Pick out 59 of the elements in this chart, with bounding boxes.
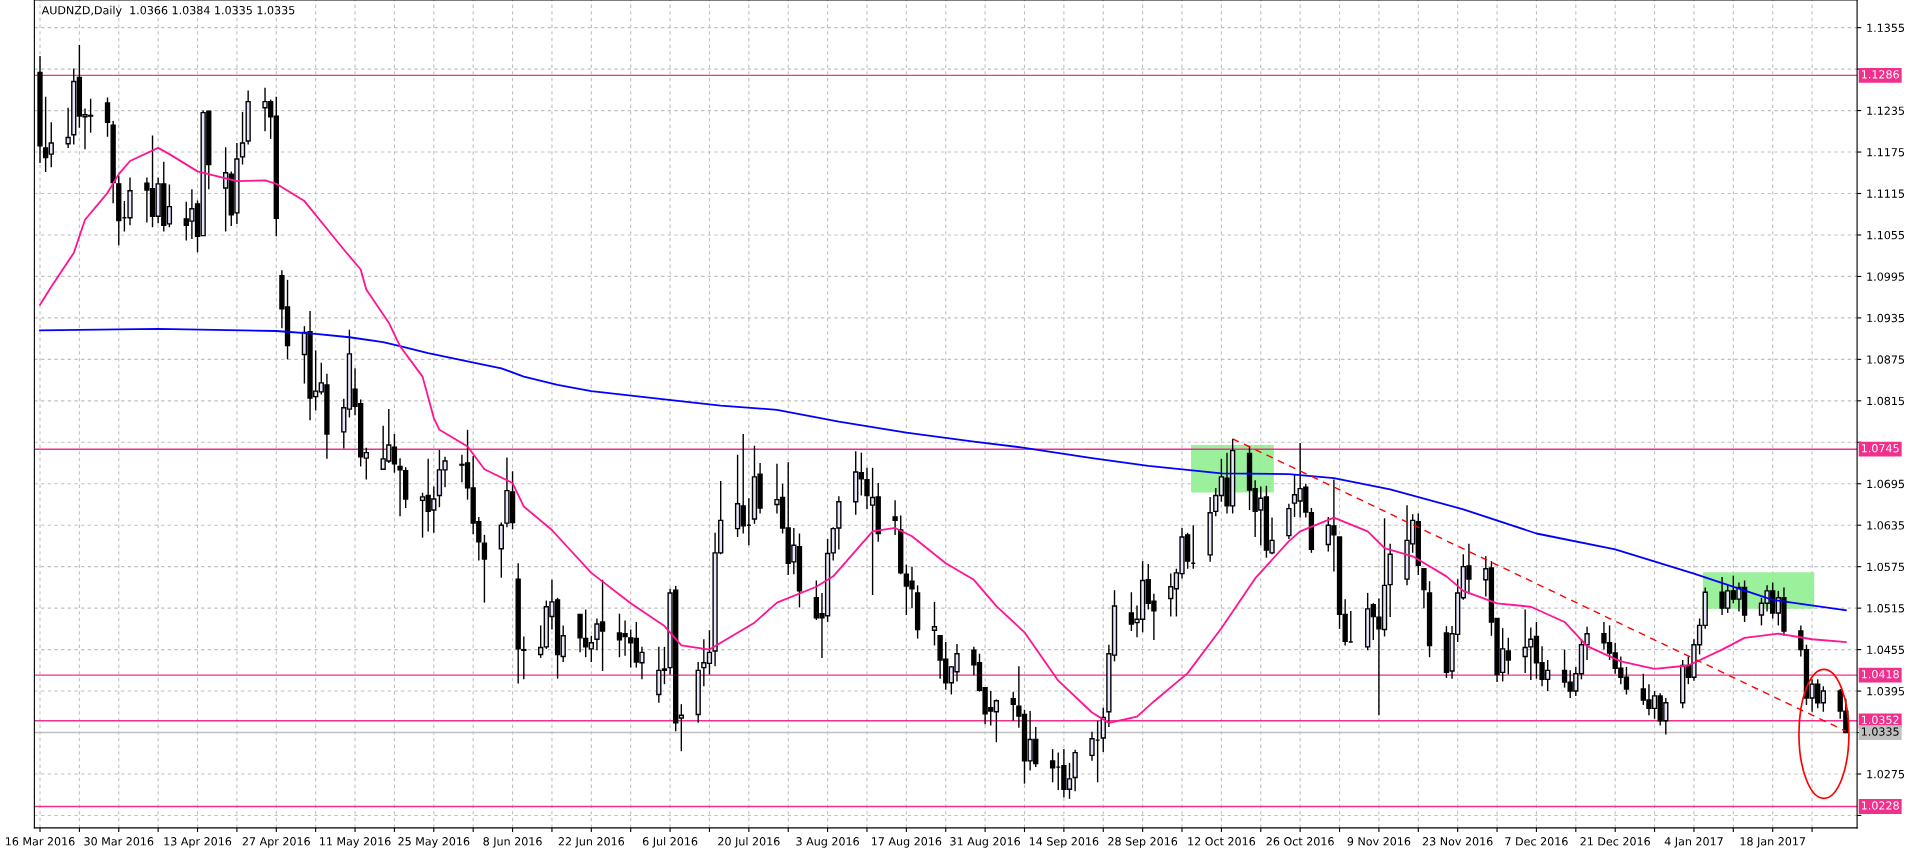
candlestick [239, 111, 246, 166]
y-tick-label: 1.0815 [1867, 396, 1905, 406]
candlestick [65, 107, 71, 149]
ref-line-label: 1.0335 [1861, 727, 1899, 736]
y-tick-label: 1.1175 [1867, 148, 1905, 157]
candlestick [1010, 691, 1016, 722]
candlestick [1049, 748, 1056, 783]
y-tick-label: 1.0635 [1867, 521, 1905, 530]
y-tick-label: 1.1355 [1867, 23, 1905, 33]
x-tick-label: 31 Aug 2016 [950, 837, 1020, 848]
line-series [39, 146, 1847, 724]
line-series [39, 328, 1847, 612]
candlestick [498, 521, 504, 579]
x-tick-label: 21 Dec 2016 [1580, 837, 1650, 846]
ref-line-label: 1.0352 [1861, 715, 1899, 725]
y-tick-label: 1.0995 [1867, 272, 1905, 281]
y-tick-label: 1.0875 [1867, 355, 1905, 364]
ref-line-label: 1.0745 [1861, 444, 1899, 453]
x-tick-label: 6 Jul 2016 [642, 836, 698, 848]
x-tick-label: 13 Apr 2016 [164, 837, 232, 848]
ref-line-label: 1.1286 [1861, 70, 1899, 79]
x-tick-label: 4 Jan 2017 [1664, 837, 1723, 848]
y-tick-label: 1.0575 [1867, 562, 1905, 572]
x-tick-label: 28 Sep 2016 [1108, 837, 1178, 848]
x-tick-label: 25 May 2016 [398, 837, 470, 848]
x-tick-label: 16 Mar 2016 [6, 837, 75, 846]
y-tick-label: 1.1115 [1867, 189, 1905, 198]
y-tick-label: 1.0695 [1867, 479, 1905, 489]
text: AUDNZD,Daily 1.0366 1.0384 1.0335 1.0335 [41, 5, 295, 17]
x-tick-label: 17 Aug 2016 [871, 837, 942, 848]
candlestick [1584, 626, 1590, 661]
candlestick [892, 499, 898, 536]
x-tick-label: 11 May 2016 [320, 837, 391, 848]
x-tick-label: 7 Dec 2016 [1505, 837, 1568, 846]
x-tick-label: 30 Mar 2016 [84, 837, 154, 846]
x-tick-label: 18 Jan 2017 [1740, 837, 1806, 848]
candlestick [1421, 568, 1427, 609]
y-tick-label: 1.0515 [1867, 604, 1905, 613]
y-tick-label: 1.0935 [1867, 313, 1905, 323]
x-tick-label: 14 Sep 2016 [1029, 837, 1099, 848]
x-tick-label: 22 Jun 2016 [558, 837, 625, 848]
ref-line-label: 1.0228 [1861, 801, 1899, 810]
y-tick-label: 1.0275 [1867, 769, 1905, 779]
x-tick-label: 27 Apr 2016 [242, 837, 310, 848]
ref-line-label: 1.0418 [1861, 669, 1899, 679]
candlestick [481, 534, 488, 604]
y-tick-label: 1.1235 [1867, 106, 1905, 115]
x-tick-label: 9 Nov 2016 [1347, 837, 1411, 846]
x-tick-label: 20 Jul 2016 [718, 836, 780, 848]
y-tick-label: 1.1055 [1867, 230, 1905, 240]
x-tick-label: 8 Jun 2016 [483, 837, 542, 848]
candlestick [931, 601, 938, 647]
candlestick [104, 96, 111, 138]
x-tick-label: 3 Aug 2016 [796, 837, 859, 848]
x-tick-label: 12 Oct 2016 [1188, 837, 1256, 846]
x-tick-label: 26 Oct 2016 [1266, 837, 1334, 846]
y-tick-label: 1.0455 [1867, 645, 1905, 654]
y-tick-label: 1.0395 [1867, 687, 1905, 696]
x-tick-label: 23 Nov 2016 [1422, 837, 1493, 846]
